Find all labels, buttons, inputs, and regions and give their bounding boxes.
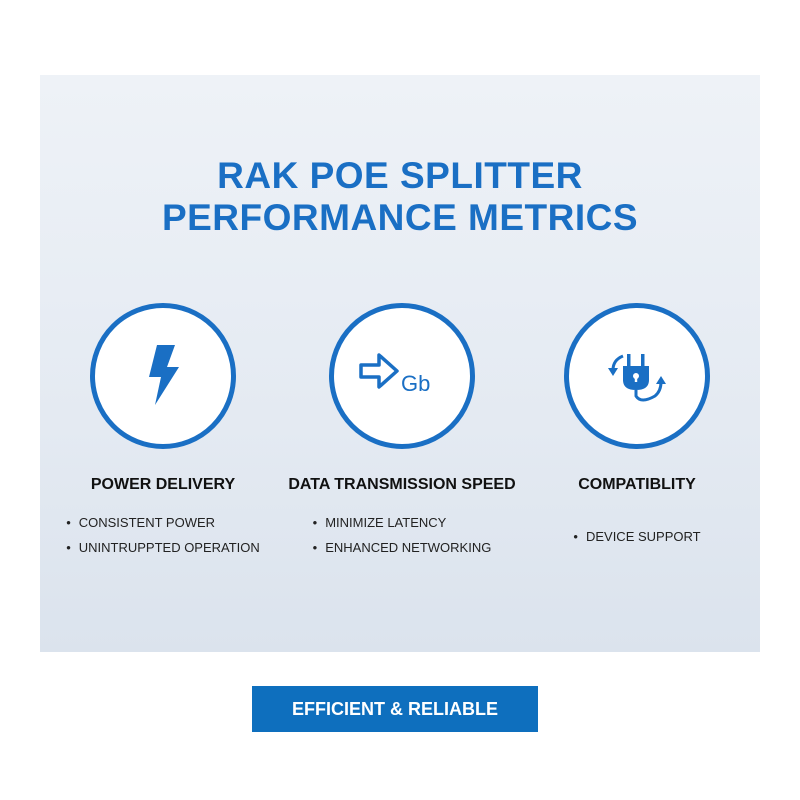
list-item: MINIMIZE LATENCY [313, 510, 492, 535]
efficient-reliable-button[interactable]: EFFICIENT & RELIABLE [252, 686, 538, 732]
metric-power-delivery: POWER DELIVERY CONSISTENT POWER UNINTRUP… [43, 303, 283, 560]
metric-heading: COMPATIBLITY [578, 476, 696, 493]
title-line-1: RAK POE SPLITTER [217, 155, 583, 196]
list-item: ENHANCED NETWORKING [313, 535, 491, 560]
lightning-bolt-icon [90, 303, 236, 449]
arrow-gb-icon: Gb [329, 303, 475, 449]
page-title: RAK POE SPLITTER PERFORMANCE METRICS [0, 155, 800, 239]
list-item: DEVICE SUPPORT [573, 524, 701, 549]
metric-data-transmission: Gb DATA TRANSMISSION SPEED MINIMIZE LATE… [282, 303, 522, 560]
bullet-list: MINIMIZE LATENCY ENHANCED NETWORKING [313, 510, 492, 560]
metric-heading: DATA TRANSMISSION SPEED [288, 476, 516, 493]
metric-compatibility: COMPATIBLITY DEVICE SUPPORT [517, 303, 757, 549]
title-line-2: PERFORMANCE METRICS [161, 197, 639, 238]
gb-text: Gb [401, 371, 430, 396]
metric-heading: POWER DELIVERY [90, 476, 236, 493]
bullet-list: CONSISTENT POWER UNINTRUPPTED OPERATION [66, 510, 260, 560]
bullet-list: DEVICE SUPPORT [573, 524, 701, 549]
list-item: UNINTRUPPTED OPERATION [66, 535, 260, 560]
plug-cycle-icon [564, 303, 710, 449]
list-item: CONSISTENT POWER [66, 510, 260, 535]
